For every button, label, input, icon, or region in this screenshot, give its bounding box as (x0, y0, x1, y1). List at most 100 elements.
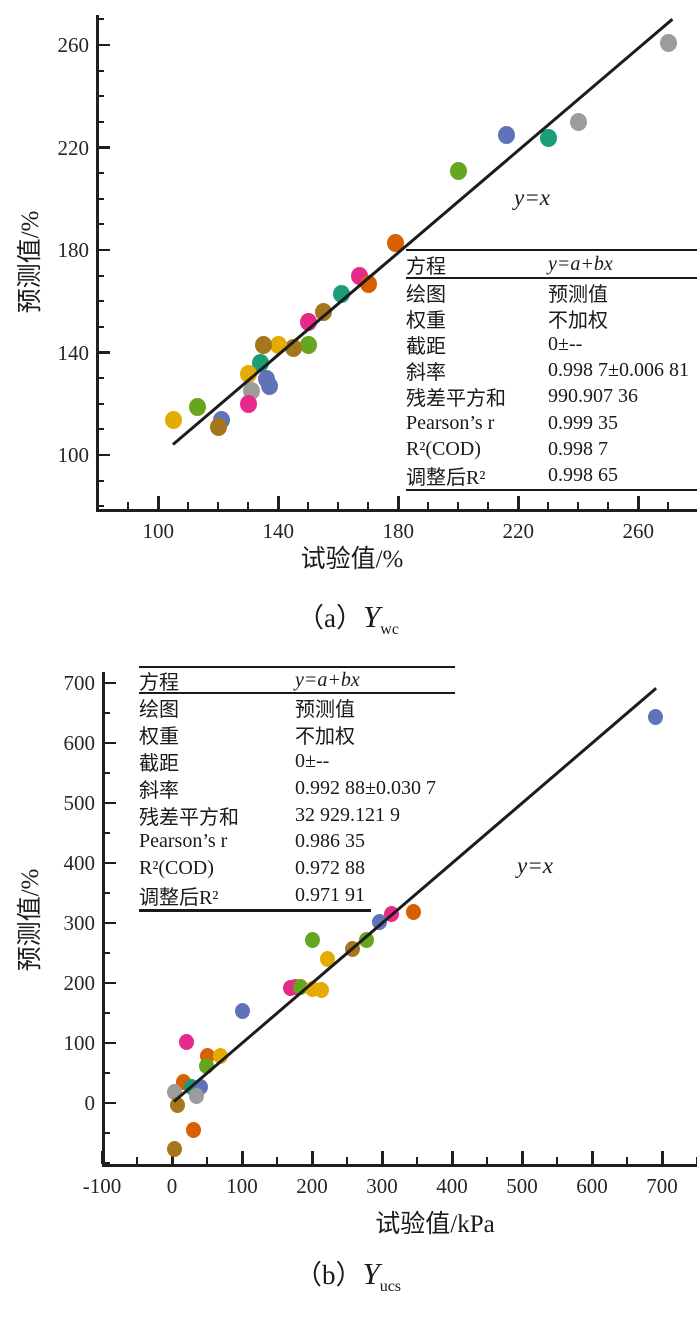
x-tick-label: 100 (142, 519, 175, 543)
stats-label: 调整后R² (406, 466, 486, 489)
x-tick-label: 140 (262, 519, 295, 543)
stats-label: 残差平方和 (139, 806, 239, 829)
data-point (254, 336, 272, 355)
y-major-tick (97, 453, 110, 457)
x-axis-title: 试验值/kPa (375, 1211, 495, 1238)
x-minor-tick (337, 502, 340, 509)
y-minor-tick (103, 772, 110, 774)
y-minor-tick (97, 95, 104, 98)
y-minor-tick (103, 952, 110, 954)
y-axis-title: 预测值/% (17, 868, 44, 972)
y-minor-tick (103, 892, 110, 894)
x-minor-tick (187, 502, 190, 509)
x-minor-tick (367, 502, 370, 509)
y-major-tick (103, 1041, 116, 1045)
stats-label: 绘图 (406, 283, 446, 306)
y-minor-tick (97, 223, 104, 226)
y-minor-tick (97, 325, 104, 328)
data-point (647, 708, 663, 725)
stats-row: 斜率 0.992 88±0.030 7 (139, 775, 455, 802)
identity-label: y=x (514, 185, 550, 210)
data-point (299, 336, 317, 355)
stats-value: 0.998 65 (548, 463, 618, 486)
x-tick-label: -100 (82, 1174, 122, 1198)
y-minor-tick (103, 1162, 110, 1164)
stats-value: 0±-- (548, 332, 583, 355)
stats-table: 方程 y=a+bx 绘图 预测值 权重 不加权 截距 0±-- 斜率 0.998 7±0.006 … (406, 249, 697, 491)
stats-row: 方程 y=a+bx (406, 251, 697, 279)
y-minor-tick (97, 18, 104, 21)
data-point (239, 395, 257, 414)
stats-label: 残差平方和 (406, 388, 506, 411)
stats-value: 0.998 7±0.006 81 (548, 359, 689, 382)
stats-value: 0.971 91 (295, 884, 365, 907)
stats-value: 0.999 35 (548, 411, 618, 434)
y-minor-tick (97, 120, 104, 123)
x-minor-tick (626, 1157, 628, 1164)
y-minor-tick (97, 300, 104, 303)
stats-label: 斜率 (139, 779, 179, 802)
x-tick-label: 600 (576, 1174, 608, 1198)
y-minor-tick (97, 377, 104, 380)
stats-row: 斜率 0.998 7±0.006 81 (406, 358, 697, 384)
x-axis (95, 508, 697, 512)
caption-prefix: （a） (297, 603, 364, 633)
stats-label: 方程 (139, 671, 179, 694)
y-tick-label: 180 (57, 238, 90, 262)
x-minor-tick (217, 502, 220, 509)
stats-value: 0.972 88 (295, 857, 365, 880)
stats-bottom-rule (139, 909, 371, 912)
stats-value: 990.907 36 (548, 385, 638, 408)
x-major-tick (311, 1151, 314, 1164)
stats-table: 方程 y=a+bx 绘图 预测值 权重 不加权 截距 0±-- 斜率 0.992 88±0.030… (139, 666, 455, 912)
y-major-tick (103, 681, 116, 685)
stats-label: 截距 (406, 335, 446, 358)
y-major-tick (97, 351, 110, 354)
data-point (569, 113, 587, 132)
identity-label: y=x (517, 853, 553, 878)
caption-subscript: ucs (379, 1278, 402, 1295)
stats-label: 方程 (406, 255, 446, 278)
x-tick-label: 220 (502, 519, 535, 543)
data-point (319, 950, 335, 967)
caption-prefix: （b） (294, 1260, 363, 1290)
caption-symbol: Y (363, 599, 381, 634)
stats-value: 0±-- (295, 749, 330, 772)
x-tick-label: 300 (366, 1174, 398, 1198)
x-minor-tick (487, 502, 490, 509)
x-minor-tick (547, 502, 550, 509)
x-minor-tick (427, 502, 430, 509)
stats-value: y=a+bx (295, 668, 360, 691)
y-tick-label: 400 (63, 851, 96, 875)
data-point (406, 904, 421, 921)
stats-row: 权重 不加权 (139, 721, 455, 748)
x-minor-tick (307, 502, 310, 509)
stats-value: 0.986 35 (295, 830, 365, 853)
y-major-tick (103, 741, 116, 745)
x-minor-tick (247, 502, 250, 509)
x-tick-label: 180 (382, 519, 415, 543)
x-major-tick (661, 1151, 664, 1164)
data-point (178, 1033, 194, 1050)
stats-row: 绘图 预测值 (139, 694, 455, 721)
stats-value: 0.992 88±0.030 7 (295, 776, 436, 799)
x-minor-tick (486, 1157, 488, 1164)
y-minor-tick (103, 1072, 110, 1074)
x-major-tick (171, 1151, 174, 1164)
data-point (188, 397, 206, 416)
caption-subscript: wc (380, 621, 399, 638)
stats-label: R²(COD) (406, 437, 481, 460)
y-tick-label: 140 (57, 340, 90, 365)
stats-label: Pearson’s r (139, 830, 228, 853)
stats-label: 调整后R² (139, 887, 219, 910)
data-point (304, 932, 320, 949)
stats-value: 32 929.121 9 (295, 803, 400, 826)
stats-row: Pearson’s r 0.999 35 (406, 410, 697, 436)
stats-value: 不加权 (295, 725, 355, 748)
y-major-tick (103, 1101, 116, 1105)
stats-row: 调整后R² 0.998 65 (406, 462, 697, 489)
x-axis (101, 1163, 697, 1167)
